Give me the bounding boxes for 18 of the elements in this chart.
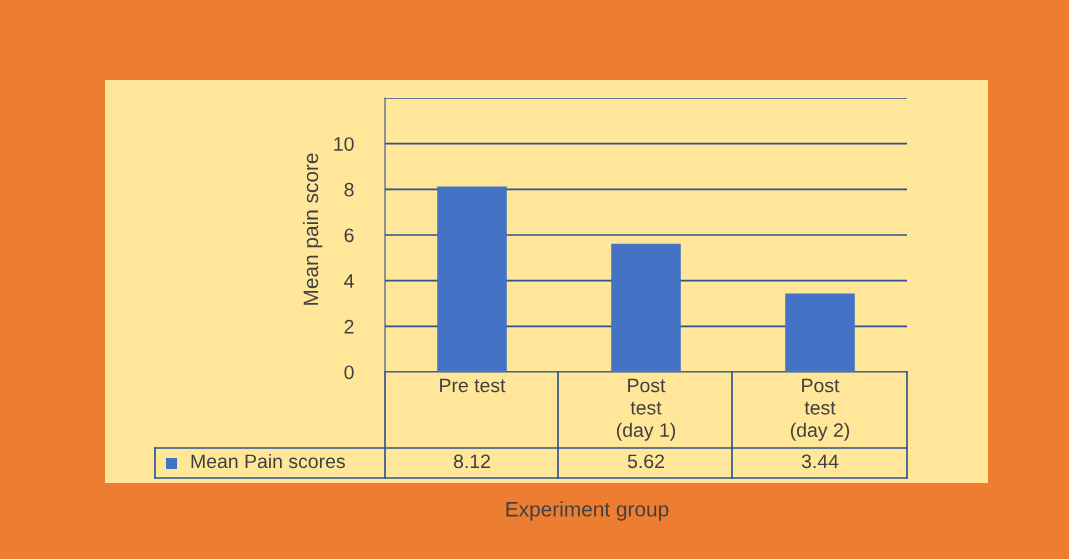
y-axis-title: Mean pain score xyxy=(302,153,323,305)
x-tick-label: Post test (day 2) xyxy=(790,378,850,441)
data-label: 5.62 xyxy=(627,454,664,469)
legend-label: Mean Pain scores xyxy=(191,453,345,469)
y-tick-label: 4 xyxy=(344,274,354,288)
x-tick-label: Post test (day 1) xyxy=(616,378,676,441)
y-tick-label: 8 xyxy=(344,182,354,197)
x-tick-label: Pre test xyxy=(440,378,506,393)
x-axis-title: Experiment group xyxy=(506,501,669,521)
y-tick-label: 6 xyxy=(344,228,354,243)
y-tick-label: 10 xyxy=(334,137,354,151)
bar xyxy=(785,293,855,372)
y-tick-label: 0 xyxy=(344,365,354,380)
y-tick-label: 2 xyxy=(344,319,354,334)
bar xyxy=(437,186,507,372)
bar xyxy=(611,243,681,372)
data-label: 3.44 xyxy=(801,454,839,469)
data-label: 8.12 xyxy=(453,454,490,469)
